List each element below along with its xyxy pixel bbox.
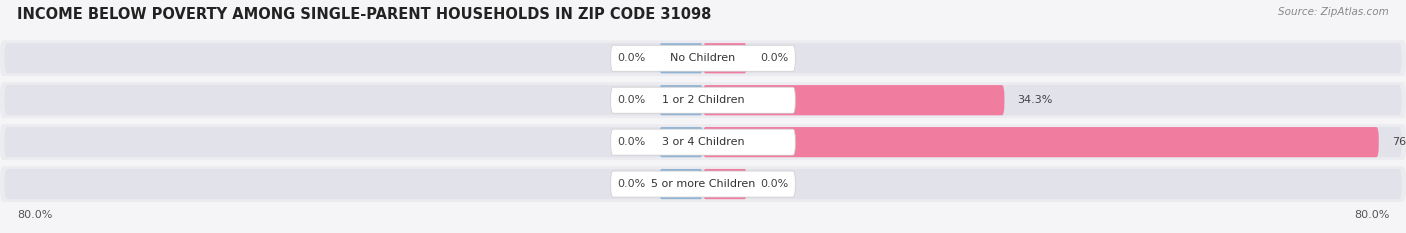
FancyBboxPatch shape: [659, 43, 703, 73]
FancyBboxPatch shape: [703, 169, 747, 199]
FancyBboxPatch shape: [4, 127, 1402, 157]
Text: 0.0%: 0.0%: [617, 137, 645, 147]
FancyBboxPatch shape: [659, 127, 703, 157]
Text: 5 or more Children: 5 or more Children: [651, 179, 755, 189]
FancyBboxPatch shape: [0, 41, 1406, 76]
FancyBboxPatch shape: [610, 129, 796, 155]
FancyBboxPatch shape: [659, 169, 703, 199]
Text: Source: ZipAtlas.com: Source: ZipAtlas.com: [1278, 7, 1389, 17]
Text: 0.0%: 0.0%: [761, 179, 789, 189]
FancyBboxPatch shape: [4, 85, 1402, 115]
FancyBboxPatch shape: [4, 169, 1402, 199]
Text: 80.0%: 80.0%: [17, 210, 52, 220]
Text: No Children: No Children: [671, 53, 735, 63]
Text: 80.0%: 80.0%: [1354, 210, 1389, 220]
FancyBboxPatch shape: [0, 82, 1406, 118]
Text: 0.0%: 0.0%: [617, 179, 645, 189]
Text: 0.0%: 0.0%: [617, 95, 645, 105]
Text: 3 or 4 Children: 3 or 4 Children: [662, 137, 744, 147]
FancyBboxPatch shape: [610, 171, 796, 197]
Text: 0.0%: 0.0%: [617, 53, 645, 63]
FancyBboxPatch shape: [0, 124, 1406, 160]
FancyBboxPatch shape: [610, 87, 796, 113]
FancyBboxPatch shape: [703, 85, 1004, 115]
FancyBboxPatch shape: [703, 43, 747, 73]
FancyBboxPatch shape: [659, 85, 703, 115]
Text: INCOME BELOW POVERTY AMONG SINGLE-PARENT HOUSEHOLDS IN ZIP CODE 31098: INCOME BELOW POVERTY AMONG SINGLE-PARENT…: [17, 7, 711, 22]
Text: 0.0%: 0.0%: [761, 53, 789, 63]
FancyBboxPatch shape: [0, 166, 1406, 202]
FancyBboxPatch shape: [703, 127, 1379, 157]
FancyBboxPatch shape: [610, 45, 796, 71]
Text: 34.3%: 34.3%: [1018, 95, 1053, 105]
Text: 76.9%: 76.9%: [1392, 137, 1406, 147]
Text: 1 or 2 Children: 1 or 2 Children: [662, 95, 744, 105]
FancyBboxPatch shape: [4, 43, 1402, 73]
